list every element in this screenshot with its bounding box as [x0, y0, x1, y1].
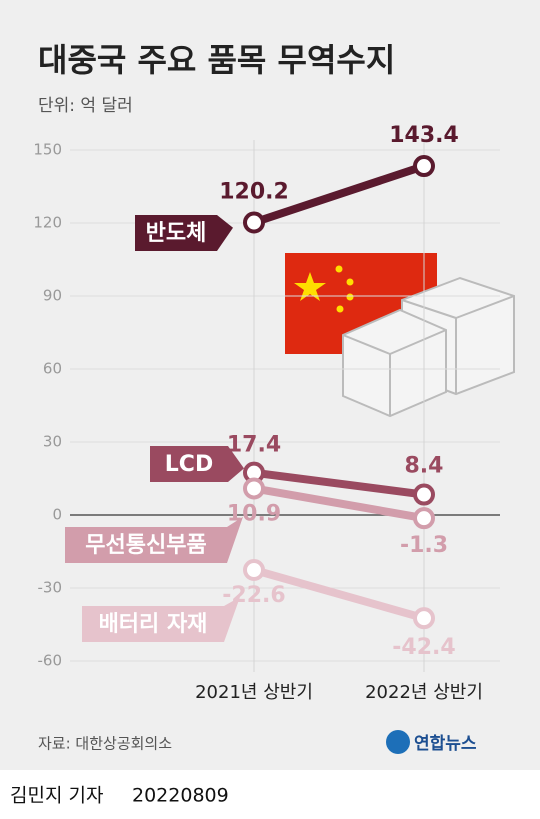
x-tick-label: 2022년 상반기: [365, 682, 483, 703]
value-label: -1.3: [400, 533, 448, 558]
legend-label: LCD: [165, 452, 213, 477]
date: 20220809: [132, 785, 229, 807]
point: [243, 477, 265, 500]
value-label: 17.4: [227, 433, 281, 458]
y-tick-label: 120: [33, 214, 62, 232]
y-tick-label: 90: [43, 287, 62, 305]
point: [413, 483, 435, 506]
value-label: 10.9: [227, 501, 281, 526]
y-tick-label: -60: [38, 652, 63, 670]
value-label: -22.6: [222, 583, 285, 608]
legend-label: 반도체: [146, 221, 207, 246]
y-tick-label: -30: [38, 579, 63, 597]
value-label: 143.4: [389, 123, 459, 148]
point: [413, 155, 435, 178]
y-tick-label: 0: [52, 506, 62, 524]
value-label: 8.4: [405, 454, 444, 479]
source: 자료: 대한상공회의소: [38, 735, 172, 753]
series-line: [250, 565, 428, 623]
point: [243, 558, 265, 581]
logo: 연합뉴스: [414, 733, 477, 754]
point: [413, 507, 435, 530]
series-line: [250, 484, 428, 523]
series-line: [250, 162, 428, 227]
x-tick-label: 2021년 상반기: [195, 682, 313, 703]
unit-label: 단위: 억 달러: [38, 96, 133, 116]
y-tick-label: 60: [43, 360, 62, 378]
footer-background: [0, 770, 540, 819]
reporter: 김민지 기자: [10, 785, 103, 807]
chart-title: 대중국 주요 품목 무역수지: [38, 41, 395, 79]
name-tag: [150, 446, 244, 482]
decoration: [285, 253, 515, 418]
name-tag: [135, 215, 233, 251]
logo-icon: [386, 730, 410, 754]
name-tag: [65, 516, 243, 563]
series-line: [250, 468, 428, 499]
point: [413, 607, 435, 630]
y-tick-label: 150: [33, 141, 62, 159]
value-label: 120.2: [219, 180, 289, 205]
legend-label: 무선통신부품: [85, 533, 206, 558]
point: [243, 211, 265, 234]
value-label: -42.4: [392, 635, 455, 660]
legend-label: 배터리 자재: [99, 612, 208, 637]
name-tag: [82, 596, 240, 642]
y-tick-label: 30: [43, 433, 62, 451]
